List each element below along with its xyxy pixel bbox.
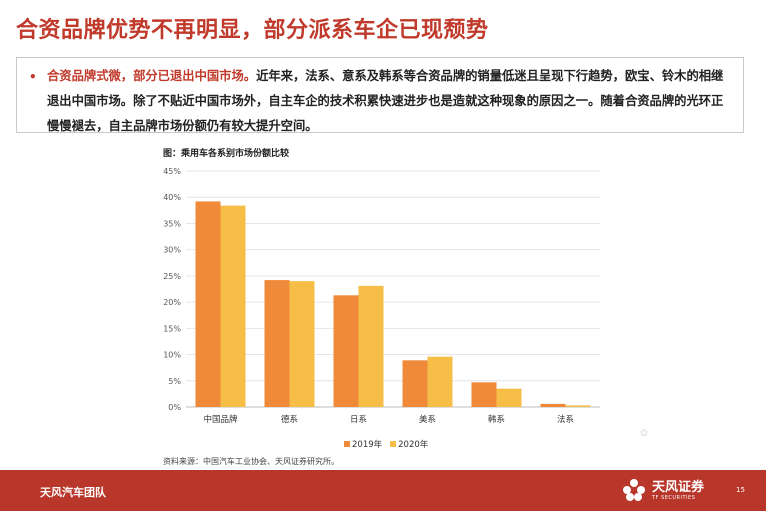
x-category-label: 德系 bbox=[281, 414, 298, 425]
chart-legend: 2019年 2020年 bbox=[344, 438, 428, 450]
bar-2020年-中国品牌 bbox=[220, 205, 246, 407]
y-tick-label: 15% bbox=[163, 324, 181, 333]
bar-2019年-法系 bbox=[540, 403, 566, 407]
x-category-label: 中国品牌 bbox=[203, 414, 238, 425]
logo-text-group: 天风证券 TF SECURITIES bbox=[652, 480, 704, 501]
bar-2020年-法系 bbox=[565, 405, 591, 407]
bar-2020年-德系 bbox=[289, 281, 315, 407]
legend-label-2019: 2019年 bbox=[352, 440, 383, 450]
y-tick-label: 40% bbox=[163, 193, 181, 202]
page-number: 15 bbox=[736, 486, 745, 494]
legend-swatch-2020 bbox=[390, 441, 397, 447]
legend-item-2020: 2020年 bbox=[390, 438, 428, 450]
source-note: 资料来源：中国汽车工业协会、天风证券研究所。 bbox=[163, 457, 339, 466]
bar-2019年-美系 bbox=[402, 360, 428, 407]
footer-bar: 天风汽车团队 天风证券 TF SECURITIES 15 bbox=[0, 470, 766, 511]
bullet-dot: • bbox=[29, 70, 37, 84]
bar-chart: 0% 5% 10% 15% 20% 25% 30% 35% 40% 45% 中国品牌 德系 日系 美系 韩系… bbox=[163, 167, 600, 425]
bar-2019年-日系 bbox=[333, 295, 359, 407]
flower-logo-icon bbox=[623, 479, 645, 501]
legend-item-2019: 2019年 bbox=[344, 438, 382, 450]
slide-title: 合资品牌优势不再明显，部分派系车企已现颓势 bbox=[16, 18, 489, 43]
y-tick-label: 25% bbox=[163, 272, 181, 281]
y-tick-label: 30% bbox=[163, 246, 181, 255]
watermark-logo: ✿ bbox=[640, 428, 649, 439]
logo-subtitle: TF SECURITIES bbox=[652, 494, 696, 501]
y-tick-label: 35% bbox=[163, 219, 181, 228]
bullet-box: • 合资品牌式微，部分已退出中国市场。近年来，法系、意系及韩系等合资品牌的销量低… bbox=[16, 57, 744, 133]
x-category-label: 日系 bbox=[350, 414, 367, 425]
bullet-text: 近年来，法系、意系及韩系等合资品牌的销量低迷且呈现下行趋势，欧宝、铃木的相继退出… bbox=[47, 69, 724, 133]
legend-label-2020: 2020年 bbox=[398, 440, 429, 450]
y-tick-label: 0% bbox=[168, 403, 181, 412]
bar-2020年-美系 bbox=[427, 356, 453, 407]
legend-swatch-2019 bbox=[344, 441, 350, 447]
chart-caption: 图：乘用车各系别市场份额比较 bbox=[163, 149, 290, 159]
bar-2019年-中国品牌 bbox=[195, 201, 221, 407]
x-category-label: 韩系 bbox=[488, 414, 505, 425]
bullet-lead: 合资品牌式微，部分已退出中国市场。 bbox=[47, 69, 257, 83]
bar-2019年-德系 bbox=[264, 280, 290, 407]
bar-2020年-日系 bbox=[358, 285, 384, 407]
x-category-label: 法系 bbox=[557, 414, 574, 425]
footer-team-name: 天风汽车团队 bbox=[40, 486, 106, 499]
y-tick-label: 10% bbox=[163, 351, 181, 360]
x-category-label: 美系 bbox=[419, 414, 436, 425]
y-tick-label: 20% bbox=[163, 298, 181, 307]
footer-logo: 天风证券 TF SECURITIES bbox=[620, 476, 704, 504]
y-tick-label: 45% bbox=[163, 167, 181, 176]
logo-name: 天风证券 bbox=[652, 479, 705, 495]
y-tick-label: 5% bbox=[168, 377, 181, 386]
bar-2019年-韩系 bbox=[471, 382, 497, 407]
bar-2020年-韩系 bbox=[496, 388, 522, 407]
